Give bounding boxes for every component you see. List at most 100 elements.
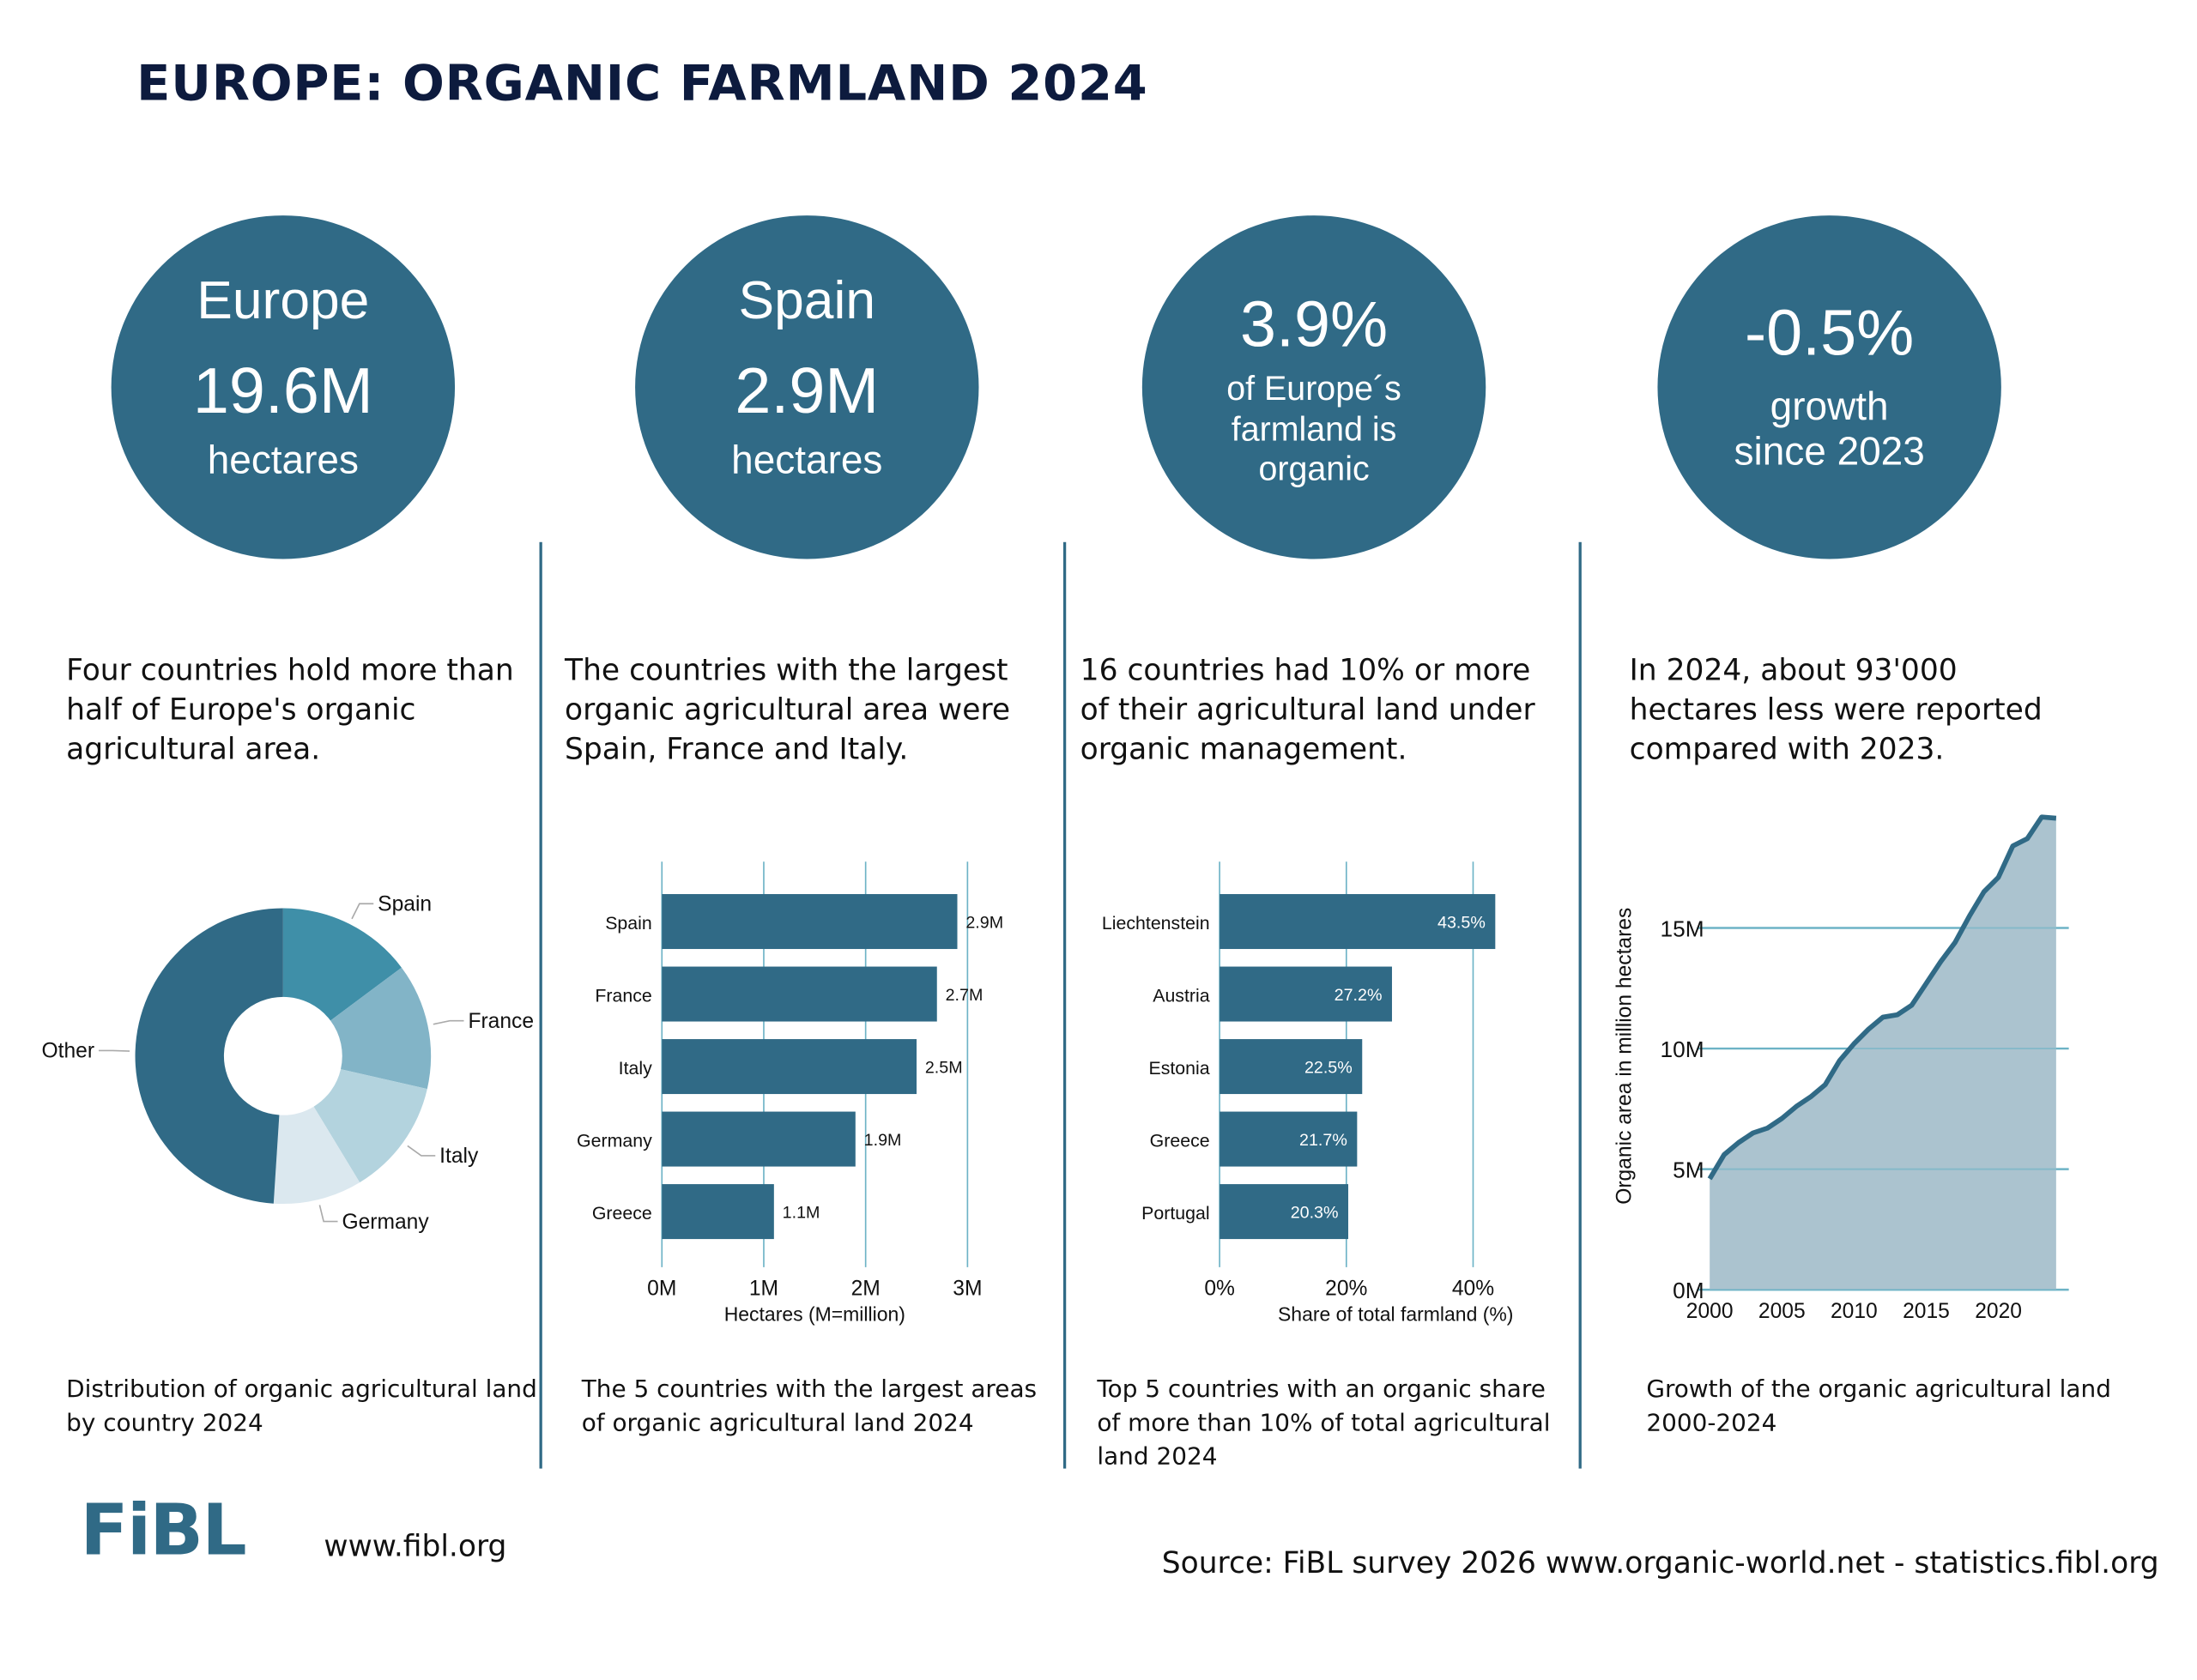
summary-text-3: 16 countries had 10% or more of their ag… — [1080, 653, 1535, 766]
bar-chart-organic-share: 0% 20% 40% Liechtenstein 43.5% Austria 27.2% Es… — [1102, 861, 1513, 1325]
caption-2: The 5 countries with the largest areas o… — [581, 1375, 1038, 1438]
donut-label: Germany — [342, 1211, 429, 1234]
category-label: Greece — [1150, 1131, 1210, 1151]
data-label: 2.5M — [925, 1058, 963, 1077]
bar-chart-largest-areas: 0M 1M 2M 3M Spain 2.9M France 2.7M Italy 2.5M Germ… — [577, 861, 1003, 1325]
x-tick-label: 20% — [1325, 1278, 1367, 1301]
source-text: Source: FiBL survey 2026 www.organic-wor… — [1161, 1545, 2159, 1580]
stat-circle-growth: -0.5% growth since 2023 — [1657, 215, 2001, 559]
donut-label: Spain — [378, 892, 432, 916]
leader-line — [318, 1205, 338, 1223]
area-chart-growth: 0M 5M 10M 15M 2000 2005 2010 2015 2020 Organic ar… — [1613, 814, 2069, 1323]
x-tick-label: 3M — [953, 1278, 982, 1301]
circle-value: 3.9% — [1240, 287, 1389, 361]
bar-france — [662, 966, 937, 1022]
y-tick-label: 15M — [1661, 916, 1704, 941]
x-tick-label: 1M — [749, 1278, 778, 1301]
circle-text-2: since 2023 — [1734, 429, 1925, 474]
x-tick-label: 2020 — [1975, 1300, 2022, 1323]
category-label: Portugal — [1141, 1203, 1209, 1224]
donut-label: Italy — [439, 1145, 479, 1168]
data-label: 1.9M — [864, 1131, 902, 1150]
data-label: 1.1M — [783, 1203, 820, 1222]
donut-slice-germany — [273, 1106, 360, 1205]
circle-text-2: farmland is — [1231, 411, 1397, 450]
data-label: 2.9M — [965, 913, 1003, 932]
page-title: EUROPE: ORGANIC FARMLAND 2024 — [136, 56, 1148, 113]
category-label: Liechtenstein — [1102, 913, 1210, 934]
data-label: 21.7% — [1299, 1131, 1347, 1150]
y-tick-label: 5M — [1673, 1157, 1704, 1182]
bar-greece — [1220, 1111, 1358, 1167]
donut-chart: Spain France Italy Germany Other — [41, 892, 534, 1234]
bar-portugal — [1220, 1184, 1349, 1240]
bar-liechtenstein — [1220, 894, 1496, 950]
donut-slice-italy — [313, 1069, 427, 1183]
leader-line — [98, 1049, 130, 1052]
x-tick-label: 0% — [1204, 1278, 1235, 1301]
leader-line — [351, 903, 374, 920]
x-tick-label: 2015 — [1903, 1300, 1950, 1323]
column-divider — [1062, 541, 1067, 1469]
data-label: 2.7M — [946, 986, 984, 1005]
category-label: Italy — [619, 1058, 652, 1079]
bar-spain — [662, 894, 958, 950]
y-tick-label: 10M — [1661, 1036, 1704, 1062]
bar-austria — [1220, 966, 1392, 1022]
caption-1: Distribution of organic agricultural lan… — [66, 1375, 537, 1438]
data-label: 20.3% — [1291, 1203, 1339, 1222]
circle-text-1: of Europe´s — [1226, 370, 1401, 408]
summary-text-4: In 2024, about 93'000 hectares less were… — [1629, 653, 2043, 766]
data-label: 22.5% — [1304, 1058, 1353, 1077]
donut-slice-spain — [282, 908, 402, 1021]
data-label: 43.5% — [1437, 913, 1486, 932]
stat-circle-europe: Europe 19.6M hectares — [111, 215, 456, 559]
category-label: France — [595, 986, 651, 1006]
area-fill — [1710, 817, 2056, 1290]
y-tick-label: 0M — [1673, 1278, 1704, 1303]
fibl-logo: FiBL — [80, 1490, 247, 1572]
x-tick-label: 40% — [1452, 1278, 1494, 1301]
website-link[interactable]: www.fibl.org — [324, 1529, 507, 1563]
circle-label: Europe — [197, 271, 370, 331]
bar-estonia — [1220, 1039, 1363, 1095]
data-label: 27.2% — [1335, 986, 1383, 1005]
column-divider — [539, 541, 542, 1469]
x-tick-label: 2005 — [1758, 1300, 1806, 1323]
circle-text-1: growth — [1770, 384, 1889, 428]
circle-label: Spain — [738, 271, 876, 331]
leader-line — [433, 1019, 464, 1025]
leader-line — [407, 1145, 436, 1157]
x-tick-label: 2M — [851, 1278, 881, 1301]
y-axis-label: Organic area in million hectares — [1613, 908, 1636, 1205]
category-label: Germany — [577, 1131, 652, 1151]
summary-text-2: The countries with the largest organic a… — [565, 653, 1011, 766]
donut-slice-france — [330, 967, 432, 1090]
summary-text-1: Four countries hold more than half of Eu… — [66, 653, 514, 766]
circle-unit: hectares — [207, 438, 359, 482]
x-tick-label: 0M — [647, 1278, 676, 1301]
bar-italy — [662, 1039, 917, 1095]
circle-unit: hectares — [731, 438, 883, 482]
category-label: Austria — [1153, 986, 1210, 1006]
donut-label: France — [468, 1010, 534, 1033]
x-axis-label: Hectares (M=million) — [724, 1302, 905, 1325]
donut-label: Other — [41, 1040, 94, 1063]
caption-3: Top 5 countries with an organic share of… — [1097, 1375, 1551, 1472]
stat-circle-spain: Spain 2.9M hectares — [635, 215, 979, 559]
column-divider — [1578, 541, 1582, 1469]
category-label: Estonia — [1148, 1058, 1209, 1079]
donut-slice-other — [135, 908, 283, 1204]
bar-germany — [662, 1111, 856, 1167]
circle-value: -0.5% — [1745, 295, 1915, 369]
circle-value: 19.6M — [192, 353, 373, 427]
x-tick-label: 2000 — [1686, 1300, 1734, 1323]
circle-value: 2.9M — [735, 353, 880, 427]
x-axis-label: Share of total farmland (%) — [1278, 1302, 1513, 1325]
category-label: Spain — [605, 913, 652, 934]
caption-4: Growth of the organic agricultural land … — [1646, 1375, 2111, 1438]
stat-circle-share: 3.9% of Europe´s farmland is organic — [1141, 215, 1486, 559]
circle-text-3: organic — [1258, 450, 1370, 489]
x-tick-label: 2010 — [1831, 1300, 1878, 1323]
